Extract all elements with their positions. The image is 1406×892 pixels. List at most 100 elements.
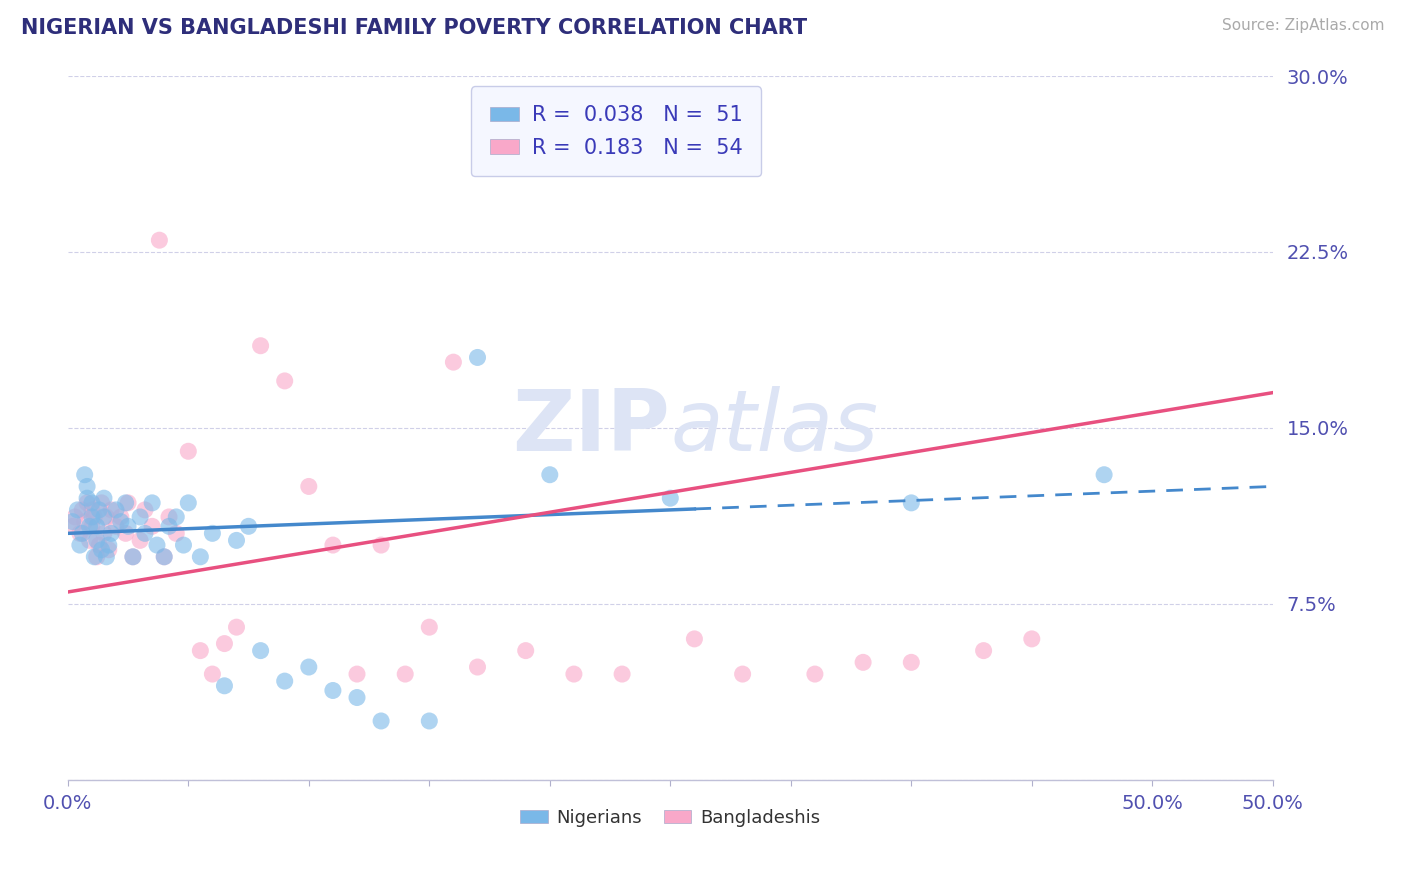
Text: ZIP: ZIP — [513, 386, 671, 469]
Point — [298, 479, 321, 493]
Point — [114, 526, 136, 541]
Point — [80, 503, 103, 517]
Point — [346, 667, 368, 681]
Point — [273, 674, 295, 689]
Point — [86, 549, 108, 564]
Point — [89, 503, 111, 517]
Point — [214, 679, 236, 693]
Point — [298, 660, 321, 674]
Legend: Nigerians, Bangladeshis: Nigerians, Bangladeshis — [513, 802, 827, 834]
Point — [96, 549, 118, 564]
Point — [97, 538, 120, 552]
Point — [394, 667, 416, 681]
Point — [96, 510, 118, 524]
Point — [214, 637, 236, 651]
Point — [100, 503, 122, 517]
Point — [89, 538, 111, 552]
Point — [93, 526, 115, 541]
Point — [97, 542, 120, 557]
Point — [973, 643, 995, 657]
Point — [80, 496, 103, 510]
Text: Source: ZipAtlas.com: Source: ZipAtlas.com — [1222, 18, 1385, 33]
Point — [165, 526, 187, 541]
Point — [900, 656, 922, 670]
Point — [157, 510, 180, 524]
Point — [273, 374, 295, 388]
Point — [346, 690, 368, 705]
Point — [141, 496, 163, 510]
Point — [852, 656, 875, 670]
Point — [157, 519, 180, 533]
Point — [370, 538, 392, 552]
Point — [86, 519, 108, 533]
Point — [93, 491, 115, 505]
Point — [86, 533, 108, 548]
Point — [683, 632, 706, 646]
Point — [165, 510, 187, 524]
Point — [153, 549, 176, 564]
Point — [83, 510, 105, 524]
Point — [1092, 467, 1115, 482]
Point — [73, 467, 96, 482]
Point — [134, 503, 156, 517]
Point — [72, 503, 94, 517]
Point — [100, 526, 122, 541]
Point — [201, 526, 224, 541]
Point — [129, 510, 152, 524]
Point — [538, 467, 561, 482]
Point — [249, 339, 271, 353]
Point — [69, 526, 91, 541]
Point — [76, 496, 98, 510]
Point — [370, 714, 392, 728]
Point — [322, 538, 344, 552]
Point — [238, 519, 260, 533]
Point — [80, 510, 103, 524]
Point — [322, 683, 344, 698]
Point — [173, 538, 195, 552]
Point — [117, 496, 139, 510]
Point — [93, 510, 115, 524]
Point — [610, 667, 633, 681]
Text: NIGERIAN VS BANGLADESHI FAMILY POVERTY CORRELATION CHART: NIGERIAN VS BANGLADESHI FAMILY POVERTY C… — [21, 18, 807, 37]
Point — [467, 351, 489, 365]
Point — [900, 496, 922, 510]
Point — [659, 491, 682, 505]
Point — [418, 620, 440, 634]
Point — [62, 515, 84, 529]
Point — [90, 542, 112, 557]
Point — [122, 549, 145, 564]
Point — [69, 538, 91, 552]
Point — [441, 355, 464, 369]
Point — [804, 667, 827, 681]
Point — [79, 519, 101, 533]
Point — [467, 660, 489, 674]
Point — [190, 643, 212, 657]
Point — [418, 714, 440, 728]
Point — [177, 496, 200, 510]
Point — [110, 515, 132, 529]
Point — [79, 533, 101, 548]
Point — [63, 510, 86, 524]
Point — [201, 667, 224, 681]
Point — [72, 526, 94, 541]
Point — [249, 643, 271, 657]
Point — [105, 503, 128, 517]
Point — [110, 510, 132, 524]
Point — [134, 526, 156, 541]
Point — [562, 667, 585, 681]
Point — [76, 479, 98, 493]
Point — [117, 519, 139, 533]
Point — [90, 496, 112, 510]
Point — [66, 503, 89, 517]
Point — [148, 233, 170, 247]
Point — [105, 519, 128, 533]
Point — [129, 533, 152, 548]
Point — [190, 549, 212, 564]
Point — [177, 444, 200, 458]
Point — [731, 667, 754, 681]
Point — [515, 643, 537, 657]
Point — [62, 519, 84, 533]
Text: atlas: atlas — [671, 386, 879, 469]
Point — [1021, 632, 1043, 646]
Point — [225, 533, 247, 548]
